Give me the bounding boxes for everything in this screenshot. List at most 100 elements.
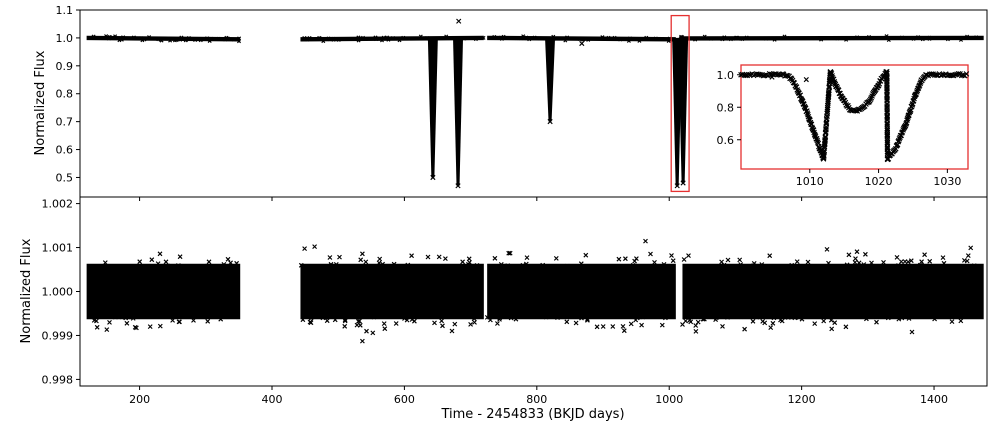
bottom-flux-point — [163, 259, 169, 265]
top-flux-point — [819, 37, 824, 42]
top-flux-point — [514, 36, 519, 41]
bottom-flux-point — [308, 315, 314, 321]
bottom-flux-point — [974, 263, 980, 269]
top-flux-point — [600, 35, 605, 40]
bottom-flux-point — [498, 261, 504, 267]
bottom-flux-point — [824, 246, 830, 252]
top-flux-point — [744, 35, 749, 40]
bottom-flux-point — [484, 314, 490, 320]
bottom-flux-point — [789, 262, 795, 268]
bottom-flux-point — [449, 328, 455, 334]
top-flux-point — [577, 36, 582, 42]
top-flux-point — [708, 36, 714, 41]
bottom-axes-frame — [79, 196, 988, 387]
inset-flux-point — [963, 71, 970, 77]
inset-axes-frame — [740, 64, 969, 170]
top-flux-point — [521, 34, 526, 39]
top-flux-point — [209, 36, 214, 41]
bottom-flux-point — [885, 315, 891, 321]
inset-flux-point — [814, 137, 821, 144]
bottom-flux-point — [844, 263, 850, 269]
bottom-flux-point — [371, 314, 377, 320]
top-flux-point — [734, 35, 739, 40]
bottom-flux-point — [917, 262, 923, 268]
bottom-flux-point — [594, 324, 600, 330]
bottom-flux-point — [205, 318, 211, 324]
bottom-flux-point — [328, 263, 334, 269]
bottom-flux-point — [919, 259, 925, 265]
top-flux-point — [844, 37, 849, 42]
top-flux-point — [723, 36, 728, 41]
bottom-flux-point — [157, 323, 163, 329]
bottom-flux-point — [762, 320, 768, 326]
bottom-flux-point — [432, 320, 437, 326]
top-flux-point — [473, 37, 478, 42]
top-flux-point — [835, 36, 840, 41]
inset-flux-point — [933, 72, 940, 78]
bottom-flux-point — [719, 259, 725, 265]
bottom-flux-point — [767, 253, 773, 259]
bottom-flux-point — [218, 316, 224, 322]
bottom-flux-point — [125, 264, 131, 269]
top-flux-point — [205, 36, 210, 41]
bottom-flux-point — [425, 254, 431, 260]
bottom-flux-point — [363, 259, 369, 265]
inset-x-ticks: 1010 1020 1030 — [796, 169, 961, 188]
eclipse-dip-point — [547, 118, 553, 125]
bottom-flux-point — [843, 324, 849, 330]
bottom-flux-point — [553, 255, 559, 261]
bottom-flux-point — [896, 316, 902, 322]
top-flux-point — [463, 36, 468, 41]
bottom-y-tick-label: 0.999 — [42, 329, 74, 342]
bottom-flux-point — [342, 317, 348, 323]
top-flux-point — [179, 35, 184, 40]
bottom-x-tick-label: 200 — [129, 393, 150, 406]
bottom-flux-point — [125, 314, 131, 320]
bottom-flux-point — [553, 264, 559, 270]
inset-flux-point — [928, 71, 935, 77]
bottom-flux-point — [524, 255, 530, 261]
bottom-flux-point — [468, 321, 474, 327]
bottom-flux-point — [564, 263, 570, 269]
bottom-flux-point — [149, 257, 155, 263]
bottom-flux-point — [670, 258, 676, 264]
bottom-flux-point — [941, 260, 947, 266]
bottom-flux-point — [693, 328, 699, 334]
bottom-flux-point — [854, 249, 860, 255]
inset-x-tick-label: 1020 — [865, 175, 893, 188]
bottom-flux-point — [439, 264, 445, 270]
top-flux-point — [972, 35, 977, 40]
top-flux-point — [236, 39, 242, 44]
bottom-flux-point — [357, 318, 362, 324]
bottom-flux-point — [750, 318, 756, 324]
top-y-tick-label: 0.8 — [56, 88, 74, 101]
bottom-flux-point — [165, 263, 170, 269]
bottom-flux-point — [177, 319, 182, 325]
bottom-flux-point — [846, 252, 852, 258]
top-flux-point — [899, 35, 905, 40]
bottom-flux-point — [119, 314, 125, 320]
bottom-flux-band — [487, 263, 676, 320]
bottom-x-tick-label: 1400 — [920, 393, 948, 406]
inset-flux-point — [739, 71, 746, 78]
bottom-flux-point — [965, 253, 971, 259]
bottom-flux-point — [206, 259, 212, 265]
top-flux-point — [945, 37, 950, 42]
eclipse-dip — [678, 37, 689, 184]
bottom-flux-point — [133, 325, 139, 331]
bottom-flux-point — [332, 317, 338, 323]
inset-flux-point — [763, 72, 770, 78]
bottom-x-tick-label: 1000 — [655, 393, 683, 406]
bottom-flux-point — [584, 317, 590, 323]
top-flux-point — [530, 36, 535, 41]
bottom-flux-point — [852, 259, 858, 265]
bottom-flux-point — [922, 264, 928, 270]
inset-flux-point — [813, 135, 820, 142]
top-flux-point — [301, 37, 306, 42]
bottom-flux-point — [409, 253, 415, 259]
bottom-flux-point — [393, 321, 399, 326]
bottom-flux-point — [382, 326, 388, 332]
bottom-flux-point — [472, 319, 477, 325]
bottom-flux-point — [661, 261, 667, 267]
